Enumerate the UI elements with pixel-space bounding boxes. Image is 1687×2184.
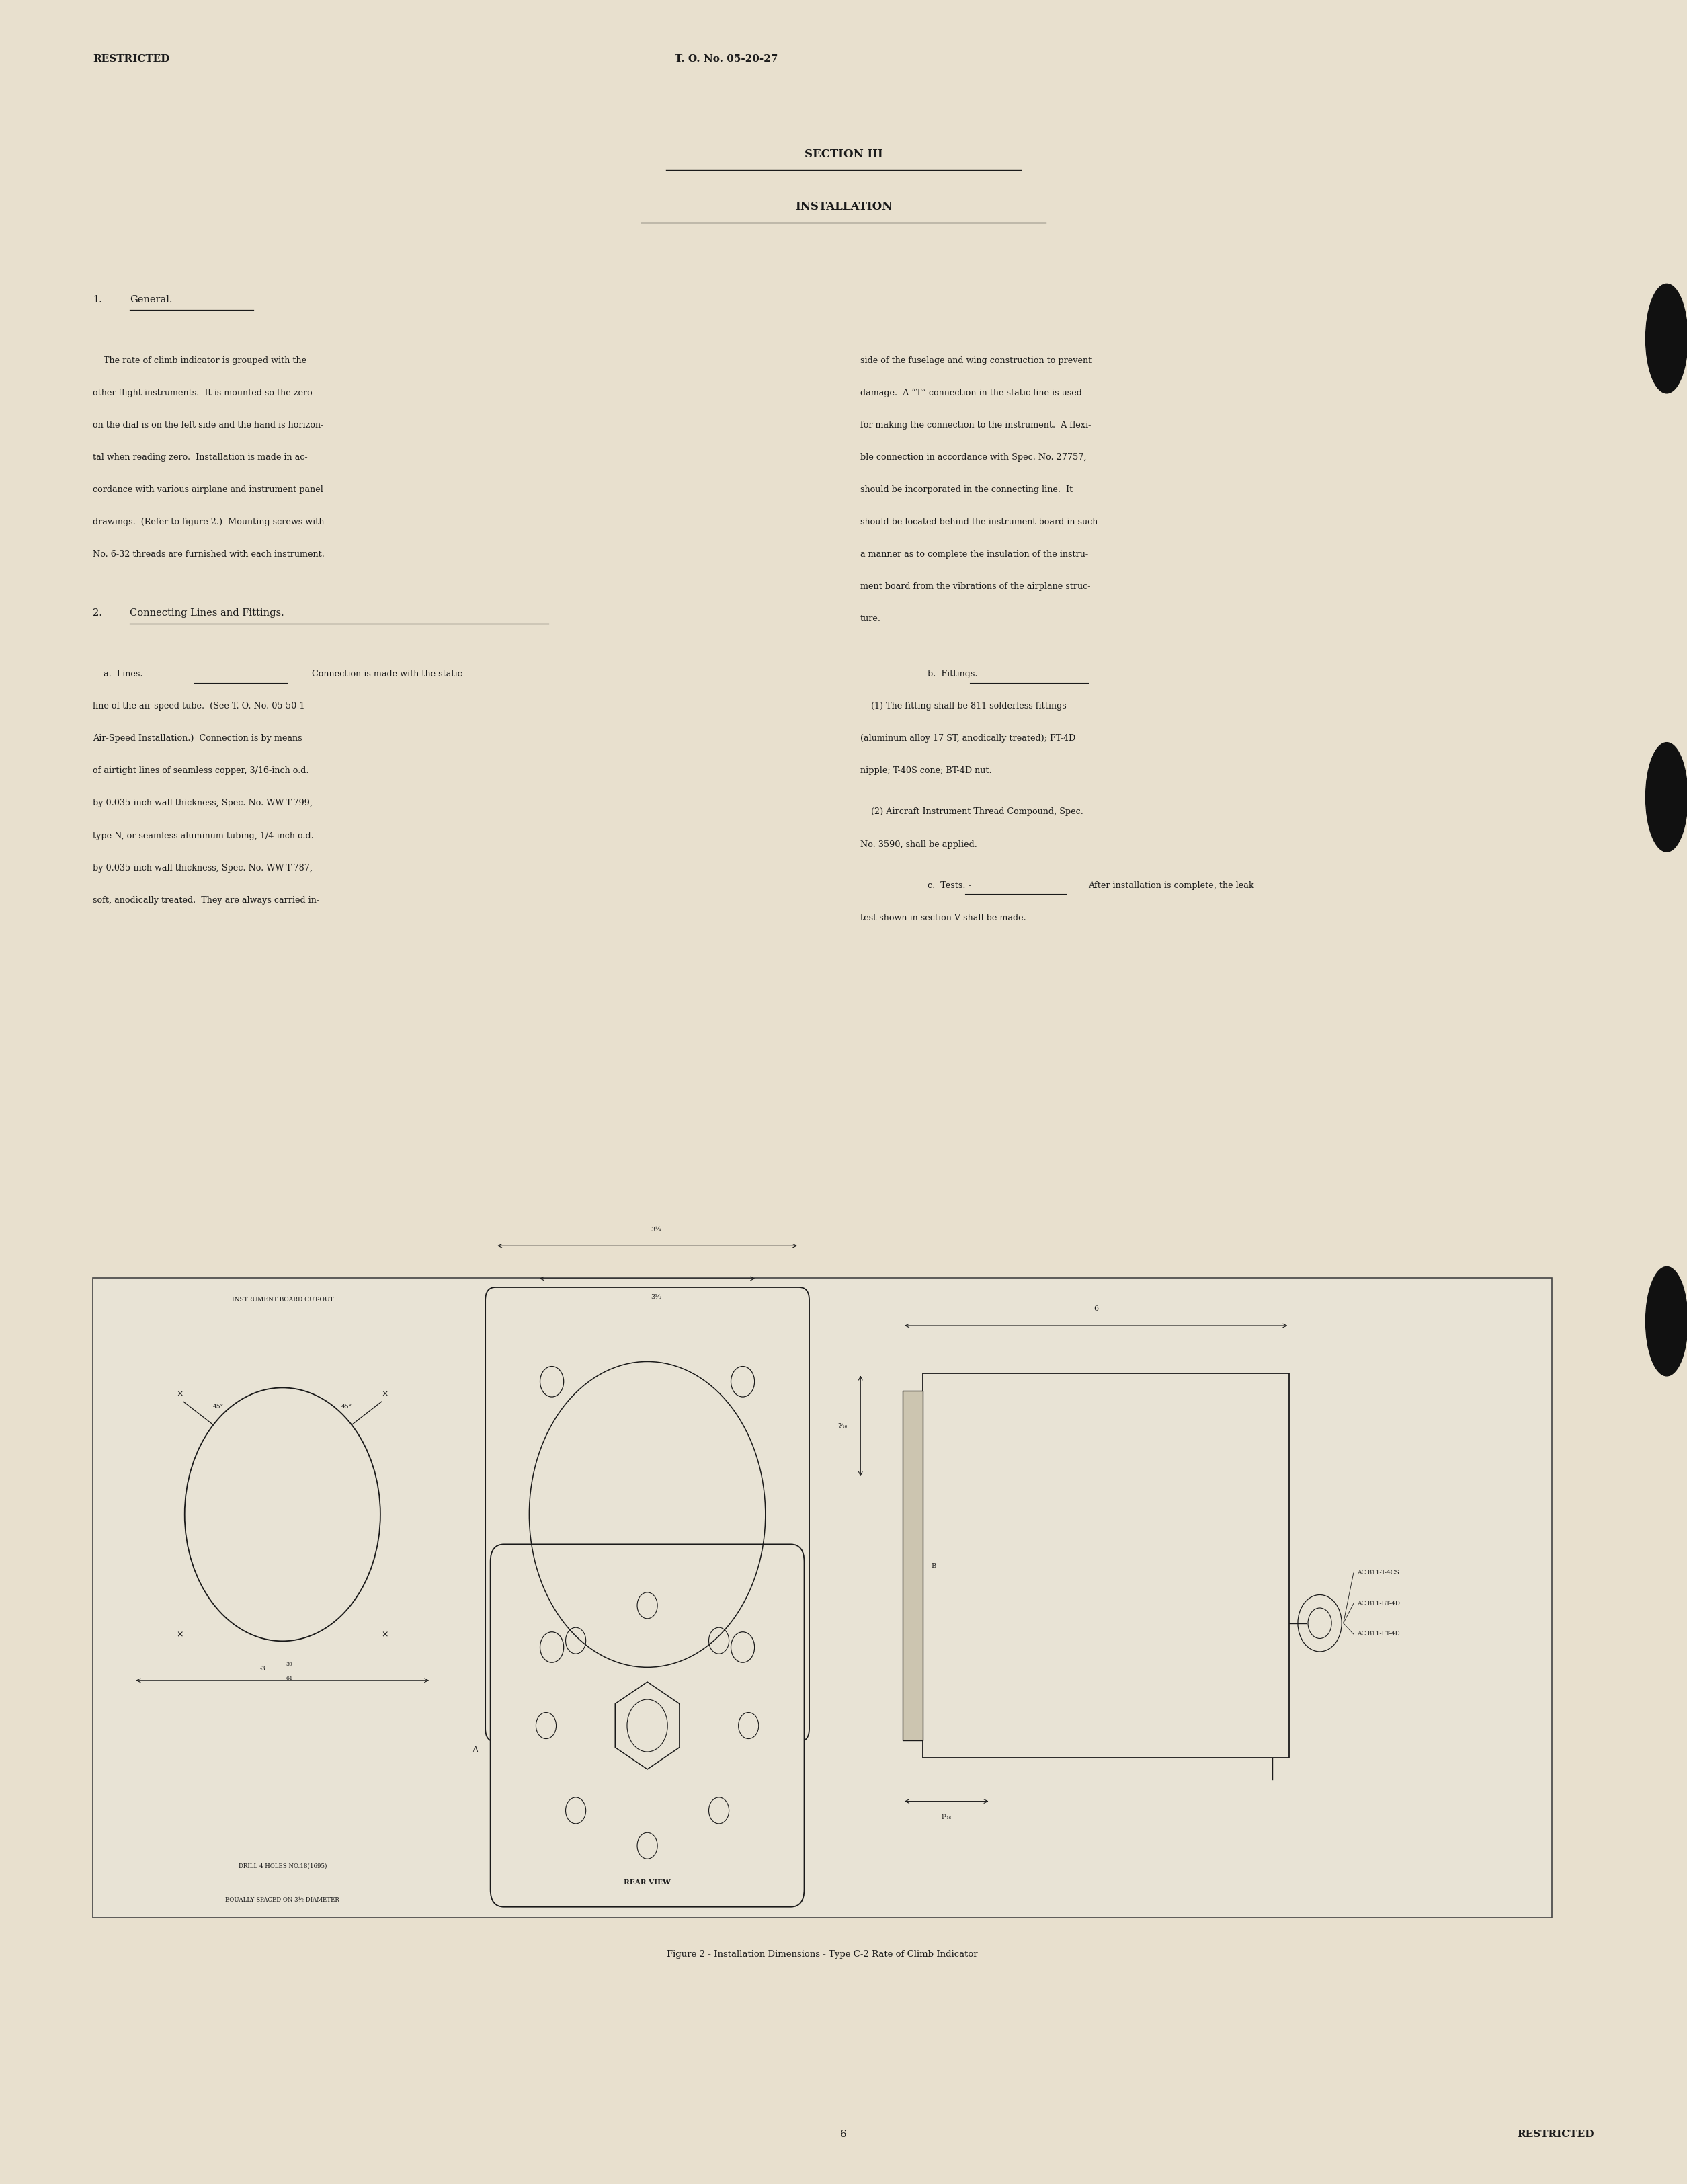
Text: 45°: 45°	[213, 1404, 224, 1409]
Text: A: A	[472, 1745, 477, 1754]
Text: 6-32 TH’DS: 6-32 TH’DS	[629, 1878, 665, 1885]
Text: ×: ×	[177, 1389, 184, 1398]
Text: After installation is complete, the leak: After installation is complete, the leak	[1088, 880, 1253, 889]
Text: ment board from the vibrations of the airplane struc-: ment board from the vibrations of the ai…	[860, 583, 1090, 592]
Text: 45°: 45°	[341, 1404, 353, 1409]
Text: -3: -3	[260, 1666, 265, 1671]
Text: 3⅛: 3⅛	[651, 1293, 661, 1299]
Text: by 0.035-inch wall thickness, Spec. No. WW-T-799,: by 0.035-inch wall thickness, Spec. No. …	[93, 799, 312, 808]
Text: nipple; T-40S cone; BT-4D nut.: nipple; T-40S cone; BT-4D nut.	[860, 767, 992, 775]
Text: 64: 64	[285, 1675, 292, 1682]
Bar	[903, 1391, 923, 1741]
Text: 1.: 1.	[93, 295, 101, 304]
Text: ×: ×	[381, 1631, 388, 1640]
Text: b.  Fittings.: b. Fittings.	[928, 670, 978, 679]
Text: ×: ×	[381, 1389, 388, 1398]
Text: No. 3590, shall be applied.: No. 3590, shall be applied.	[860, 841, 977, 850]
Text: type N, or seamless aluminum tubing, 1/4-inch o.d.: type N, or seamless aluminum tubing, 1/4…	[93, 832, 314, 841]
Text: REAR VIEW: REAR VIEW	[624, 1878, 671, 1885]
Text: AC 811-T-4CS: AC 811-T-4CS	[1356, 1570, 1399, 1577]
Text: for making the connection to the instrument.  A flexi-: for making the connection to the instrum…	[860, 422, 1091, 430]
Bar	[93, 1278, 1552, 1918]
Text: side of the fuselage and wing construction to prevent: side of the fuselage and wing constructi…	[860, 356, 1091, 365]
Text: Air-Speed Installation.)  Connection is by means: Air-Speed Installation.) Connection is b…	[93, 734, 302, 743]
Text: on the dial is on the left side and the hand is horizon-: on the dial is on the left side and the …	[93, 422, 324, 430]
Text: should be located behind the instrument board in such: should be located behind the instrument …	[860, 518, 1098, 526]
Text: Connecting Lines and Fittings.: Connecting Lines and Fittings.	[130, 609, 285, 618]
Ellipse shape	[1647, 1267, 1687, 1376]
Text: by 0.035-inch wall thickness, Spec. No. WW-T-787,: by 0.035-inch wall thickness, Spec. No. …	[93, 863, 312, 871]
Text: General.: General.	[130, 295, 172, 304]
Text: ble connection in accordance with Spec. No. 27757,: ble connection in accordance with Spec. …	[860, 452, 1086, 461]
Text: RESTRICTED: RESTRICTED	[1517, 2129, 1594, 2138]
Text: ×: ×	[177, 1631, 184, 1640]
Text: soft, anodically treated.  They are always carried in-: soft, anodically treated. They are alway…	[93, 895, 319, 904]
Text: other flight instruments.  It is mounted so the zero: other flight instruments. It is mounted …	[93, 389, 312, 397]
Text: 6: 6	[1093, 1306, 1098, 1313]
Text: 3¼: 3¼	[651, 1227, 661, 1232]
Text: a.  Lines. -: a. Lines. -	[93, 670, 152, 679]
Text: cordance with various airplane and instrument panel: cordance with various airplane and instr…	[93, 485, 324, 494]
Text: test shown in section V shall be made.: test shown in section V shall be made.	[860, 913, 1026, 922]
Text: EQUALLY SPACED ON 3½ DIAMETER: EQUALLY SPACED ON 3½ DIAMETER	[226, 1898, 339, 1902]
Text: - 6 -: - 6 -	[833, 2129, 854, 2138]
Ellipse shape	[1647, 743, 1687, 852]
Ellipse shape	[1647, 284, 1687, 393]
Text: should be incorporated in the connecting line.  It: should be incorporated in the connecting…	[860, 485, 1073, 494]
FancyBboxPatch shape	[486, 1286, 810, 1741]
Text: INSTRUMENT BOARD CUT-OUT: INSTRUMENT BOARD CUT-OUT	[231, 1297, 334, 1304]
Text: T. O. No. 05-20-27: T. O. No. 05-20-27	[675, 55, 778, 63]
Bar	[923, 1374, 1289, 1758]
Text: Connection is made with the static: Connection is made with the static	[312, 670, 462, 679]
Text: AC 811-BT-4D: AC 811-BT-4D	[1356, 1601, 1400, 1607]
Text: SECTION III: SECTION III	[805, 149, 882, 159]
Text: AC 811-FT-4D: AC 811-FT-4D	[1356, 1631, 1400, 1638]
Text: c.  Tests. -: c. Tests. -	[928, 880, 973, 889]
Text: (1) The fitting shall be 811 solderless fittings: (1) The fitting shall be 811 solderless …	[860, 701, 1066, 710]
Text: ture.: ture.	[860, 614, 881, 622]
Text: drawings.  (Refer to figure 2.)  Mounting screws with: drawings. (Refer to figure 2.) Mounting …	[93, 518, 324, 526]
Text: 7⁄₁₆: 7⁄₁₆	[837, 1424, 847, 1428]
Text: Figure 2 - Installation Dimensions - Type C-2 Rate of Climb Indicator: Figure 2 - Installation Dimensions - Typ…	[666, 1950, 978, 1959]
Text: (aluminum alloy 17 ST, anodically treated); FT-4D: (aluminum alloy 17 ST, anodically treate…	[860, 734, 1076, 743]
Text: DRILL 4 HOLES NO.18(1695): DRILL 4 HOLES NO.18(1695)	[238, 1863, 327, 1870]
Text: 1¹₁₆: 1¹₁₆	[941, 1815, 951, 1821]
FancyBboxPatch shape	[491, 1544, 805, 1907]
Text: damage.  A “T” connection in the static line is used: damage. A “T” connection in the static l…	[860, 389, 1081, 397]
Text: of airtight lines of seamless copper, 3/16-inch o.d.: of airtight lines of seamless copper, 3/…	[93, 767, 309, 775]
Text: line of the air-speed tube.  (See T. O. No. 05-50-1: line of the air-speed tube. (See T. O. N…	[93, 701, 305, 710]
Text: 2.: 2.	[93, 609, 103, 618]
Text: INSTALLATION: INSTALLATION	[795, 201, 892, 212]
Text: tal when reading zero.  Installation is made in ac-: tal when reading zero. Installation is m…	[93, 452, 307, 461]
Text: The rate of climb indicator is grouped with the: The rate of climb indicator is grouped w…	[93, 356, 307, 365]
Text: B: B	[931, 1562, 936, 1568]
Text: No. 6-32 threads are furnished with each instrument.: No. 6-32 threads are furnished with each…	[93, 550, 324, 559]
Text: 39: 39	[285, 1662, 292, 1666]
Text: RESTRICTED: RESTRICTED	[93, 55, 170, 63]
Text: (2) Aircraft Instrument Thread Compound, Spec.: (2) Aircraft Instrument Thread Compound,…	[860, 808, 1083, 817]
Text: a manner as to complete the insulation of the instru-: a manner as to complete the insulation o…	[860, 550, 1088, 559]
